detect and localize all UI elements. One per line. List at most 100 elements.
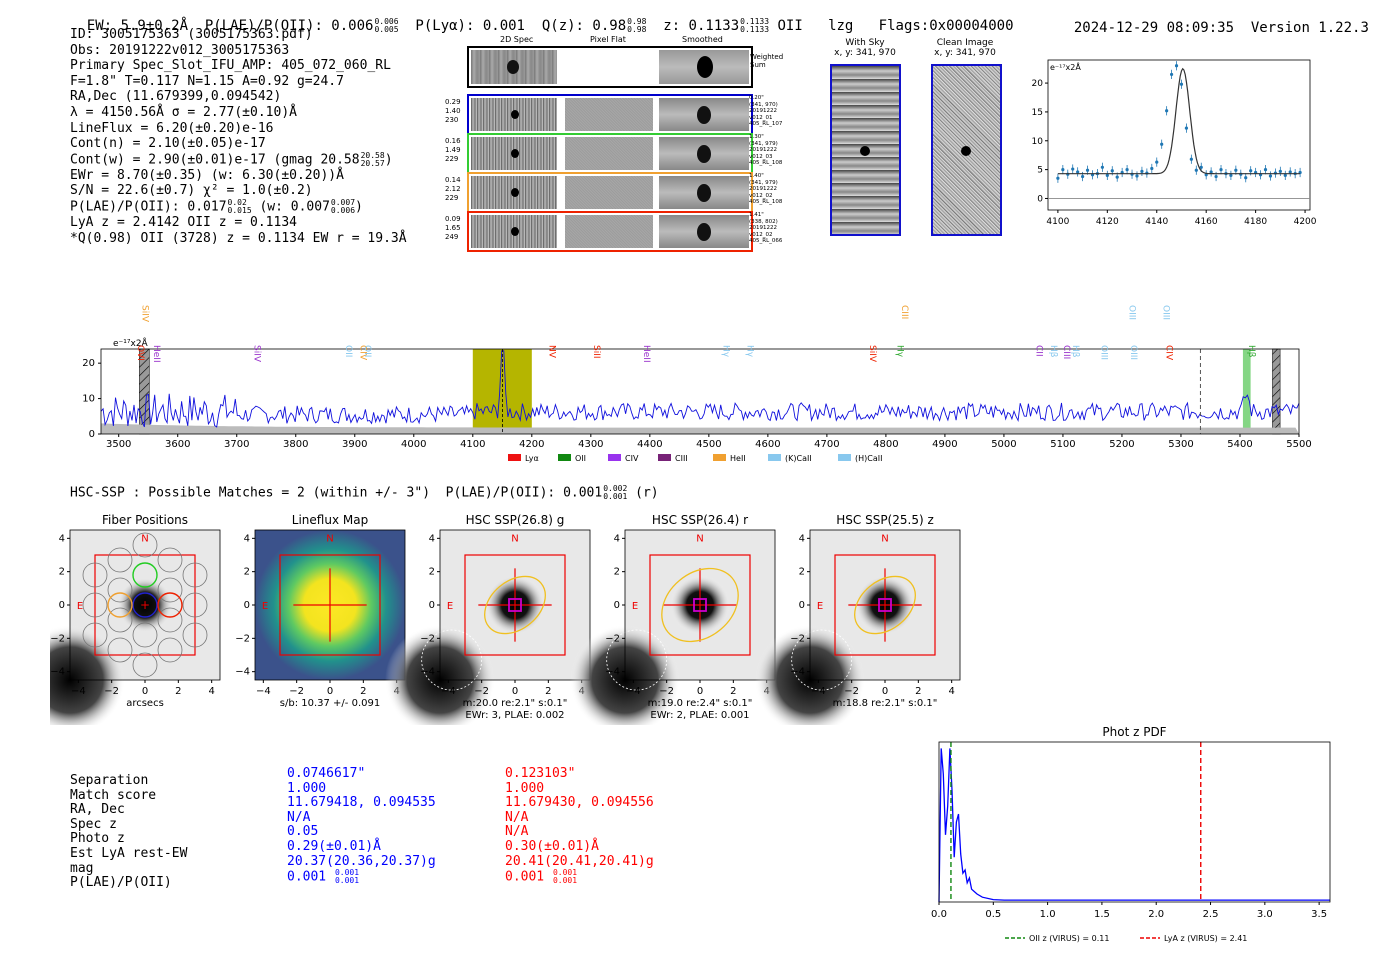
table-cell: 0.001 0.001 0.001 [287,868,360,886]
x-tick-label: 0.5 [985,909,1001,920]
zoom-data-point [1219,168,1223,172]
zoom-data-point [1214,174,1218,179]
clean-title: Clean Image [936,38,994,48]
neighbor-ellipse [606,629,668,691]
table-cell: 20.41(20.41,20.41)g [505,853,654,869]
x-tick-label: 4500 [696,439,721,450]
fwhm-line: F=1.8" T=0.117 N=1.15 A=0.92 g=24.7 [70,73,344,89]
plya-header: P(Lyα): 0.001 [415,18,525,34]
line-id-label: CIII [1061,345,1071,359]
clean-xy: x, y: 341, 970 [934,48,996,58]
fiber-circle-red [157,592,183,618]
zoom-data-point [1189,157,1193,161]
legend-swatch [768,454,781,461]
hsc-panel-title: HSC SSP(26.8) g [466,513,565,527]
cutout-row-stats: 0.16 1.49 229 [445,137,461,163]
header-line: EW: 5.9±0.2Å P(LAE)/P(OII): 0.006 0.006 0.… [86,17,1014,35]
weighted-sum-row [467,46,753,88]
x-tick-label: 1.5 [1094,909,1110,920]
x-tick-label: 5500 [1286,439,1311,450]
cutout-panel: 2D Spec Pixel Flat Smoothed Weighted Sum… [445,33,795,258]
line-id-label: Hβ [1246,345,1256,358]
legend-label: (K)CaII [785,454,812,463]
zoom-data-point [1174,64,1179,68]
legend-swatch [558,454,571,461]
x-tick-label: 4140 [1145,217,1168,227]
detect-id: ID: 3005175363 (3005175363.pdf) [70,27,313,42]
y-tick-label: 15 [1032,108,1043,118]
zoom-frame [1047,59,1311,211]
cutout-smooth-image [659,215,749,248]
aperture-box [649,554,751,656]
table-cell: 11.679430, 0.094556 [505,795,654,811]
match-marker [693,598,707,612]
table-cell: 1.000 [287,780,327,796]
zoom-ylabel: e⁻¹⁷x2Å [1050,61,1081,72]
x-tick-label: 1.0 [1040,909,1056,920]
fiber-circle [182,592,208,618]
table-cell: 11.679418, 0.094535 [287,795,436,811]
zoom-data-point [1179,82,1184,86]
cutout-row-meta: 1.41" (338, 802) 20191222 v012_02 405_RL_066 [749,212,783,244]
y-tick-label: 4 [799,533,805,544]
zoom-data-point [1140,169,1144,173]
line-id-label: OII [362,345,372,357]
lzg-label: lzg [828,18,854,34]
x-tick-label: 2 [360,686,366,697]
y-tick-label: −2 [50,633,65,644]
flags-label: Flags:0x00004000 [878,18,1014,34]
line-id-label: Hγ [744,345,754,358]
legend-swatch [508,454,521,461]
lambda-line: λ = 4150.56Å σ = 2.77(±0.10)Å [70,104,297,120]
x-tick-label: 3900 [342,439,367,450]
full-frame [100,348,1300,435]
hbeta-band [1242,349,1251,434]
y-tick-label: 2 [59,567,65,578]
match-marker [878,598,892,612]
neighbor-ellipse [421,629,483,691]
y-tick-label: −2 [605,633,620,644]
x-tick-label: 5300 [1168,439,1193,450]
fiber-circle [107,577,133,603]
y-tick-label: 2 [244,567,250,578]
fiber-circle [157,547,183,573]
x-tick-label: −4 [441,686,456,697]
y-tick-label: −4 [420,667,435,678]
zoom-data-point [1184,126,1189,130]
legend-label: Lyα [525,454,539,463]
zoom-data-point [1249,169,1253,173]
line-id-label: OII [343,345,353,357]
y-tick-label: 0 [799,600,805,611]
with-sky-title: With Sky [845,38,885,48]
table-cell: 0.30(±0.01)Å [505,838,599,854]
y-tick-label: 0 [429,600,435,611]
table-row-label: Photo z [70,831,125,847]
x-tick-label: 4 [948,686,954,697]
x-tick-label: 0 [697,686,703,697]
x-tick-label: 0 [327,686,333,697]
table-row-label: Separation [70,773,149,788]
zoom-data-point [1085,168,1090,172]
y-tick-label: 2 [799,567,805,578]
table-cell: 20.37(20.36,20.37)g [287,853,436,869]
panel-caption: arcsecs [126,698,164,709]
east-label: E [447,601,453,612]
match-table-labels: Separation Match score RA, Dec Spec z Photo … [70,773,187,891]
cutout-row [467,172,753,213]
hsc-panel-title: Fiber Positions [102,513,188,527]
zoom-fit-line [1057,67,1301,175]
zoom-data-point [1076,170,1080,174]
x-tick-label: 0 [142,686,148,697]
cutout-2d-image [471,215,557,248]
y-tick-label: 20 [1032,79,1044,89]
north-label: N [696,533,703,544]
x-tick-label: 4400 [637,439,662,450]
line-id-label: SiII [591,345,601,359]
zoom-data-point [1071,167,1075,171]
x-tick-label: 2 [915,686,921,697]
panel-caption-2: EWr: 2, PLAE: 0.001 [650,710,749,721]
zoom-data-point [1105,173,1109,177]
y-tick-label: 4 [244,533,250,544]
cutout-row-meta: 1.30" (341, 979) 20191222 v012_03 405_RL_108 [749,134,783,166]
